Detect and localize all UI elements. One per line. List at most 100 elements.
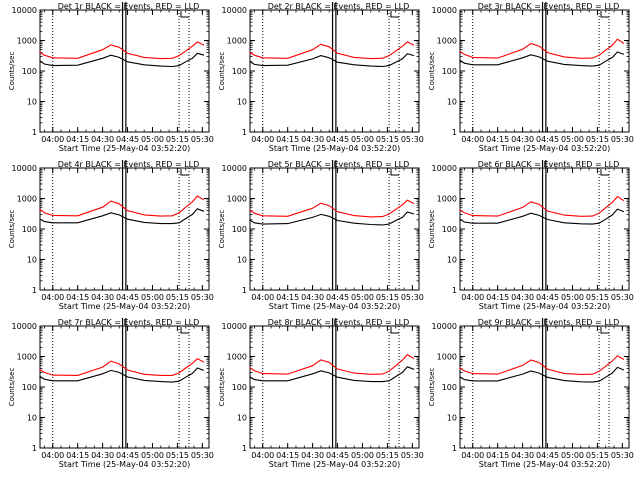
series-events-line — [459, 51, 625, 67]
panel-title: Det 8r BLACK = Events, RED = LLD — [268, 318, 410, 327]
y-axis-label: Counts/sec — [218, 368, 226, 407]
panel-title: Det 1r BLACK = Events, RED = LLD — [58, 2, 200, 11]
plot-frame — [39, 167, 210, 291]
x-axis-label: Start Time (25-May-04 03:52:20) — [59, 144, 190, 153]
x-tick-label: 04:00 — [41, 293, 64, 302]
x-tick-label: 05:15 — [166, 451, 189, 460]
y-tick-label: 10 — [237, 256, 247, 265]
x-tick-label: 05:15 — [376, 135, 399, 144]
x-tick-label: 04:15 — [66, 135, 89, 144]
x-tick-label: 04:30 — [511, 451, 534, 460]
panel-det-2: Det 2r BLACK = Events, RED = LLD 1 10 100 10… — [218, 2, 424, 153]
y-tick-label: 1 — [242, 128, 247, 137]
plot-frame — [249, 167, 420, 291]
y-tick-label: 100 — [232, 67, 247, 76]
series-lld-line — [459, 38, 625, 59]
y-tick-label: 10 — [447, 98, 457, 107]
corner-marker — [180, 327, 189, 334]
y-tick-label: 10 — [237, 98, 247, 107]
x-tick-label: 05:15 — [166, 293, 189, 302]
x-tick-label: 04:45 — [536, 135, 559, 144]
series-events-line — [249, 53, 415, 68]
y-tick-label: 100 — [22, 67, 37, 76]
x-tick-label: 04:00 — [251, 293, 274, 302]
x-tick-label: 04:45 — [536, 451, 559, 460]
y-tick-label: 1 — [242, 286, 247, 295]
y-axis-label: Counts/sec — [8, 368, 16, 407]
panel-det-8: Det 8r BLACK = Events, RED = LLD 1 10 100 10… — [218, 318, 424, 469]
corner-marker — [180, 11, 189, 18]
x-tick-label: 05:15 — [586, 135, 609, 144]
y-tick-label: 10 — [27, 256, 37, 265]
panel-title: Det 9r BLACK = Events, RED = LLD — [478, 318, 620, 327]
plot-frame — [249, 325, 420, 449]
x-tick-label: 05:30 — [611, 293, 634, 302]
y-tick-label: 100 — [232, 383, 247, 392]
y-tick-label: 10000 — [432, 164, 457, 173]
y-tick-label: 100 — [22, 225, 37, 234]
x-tick-label: 04:15 — [486, 135, 509, 144]
x-axis-label: Start Time (25-May-04 03:52:20) — [479, 460, 610, 469]
y-tick-label: 1 — [452, 286, 457, 295]
y-tick-label: 10000 — [12, 322, 37, 331]
y-tick-label: 1000 — [437, 37, 457, 46]
corner-marker — [600, 11, 609, 18]
x-tick-label: 05:15 — [586, 451, 609, 460]
corner-marker — [390, 169, 399, 176]
plot-frame — [39, 9, 210, 133]
y-tick-label: 100 — [442, 67, 457, 76]
y-tick-label: 1000 — [227, 37, 247, 46]
y-tick-label: 10 — [27, 414, 37, 423]
y-axis-label: Counts/sec — [218, 52, 226, 91]
panel-det-7: Det 7r BLACK = Events, RED = LLD 1 10 100 10… — [8, 318, 214, 469]
x-tick-label: 04:30 — [91, 451, 114, 460]
series-lld-line — [249, 199, 415, 218]
series-lld-line — [249, 353, 415, 375]
x-tick-label: 04:45 — [326, 293, 349, 302]
x-tick-label: 05:30 — [191, 451, 214, 460]
y-tick-label: 1 — [32, 128, 37, 137]
panel-title: Det 4r BLACK = Events, RED = LLD — [58, 160, 200, 169]
x-tick-label: 05:00 — [561, 293, 584, 302]
y-axis-label: Counts/sec — [428, 368, 436, 407]
y-tick-label: 1000 — [17, 195, 37, 204]
x-tick-label: 05:15 — [166, 135, 189, 144]
y-tick-label: 100 — [442, 383, 457, 392]
panel-title: Det 3r BLACK = Events, RED = LLD — [478, 2, 620, 11]
series-lld-line — [459, 355, 625, 375]
y-tick-label: 1 — [32, 286, 37, 295]
panel-det-9: Det 9r BLACK = Events, RED = LLD 1 10 100 10… — [428, 318, 634, 469]
y-tick-label: 100 — [442, 225, 457, 234]
x-tick-label: 04:15 — [486, 293, 509, 302]
y-tick-label: 1 — [452, 128, 457, 137]
x-tick-label: 05:15 — [586, 293, 609, 302]
panel-title: Det 7r BLACK = Events, RED = LLD — [58, 318, 200, 327]
x-tick-label: 05:00 — [141, 451, 164, 460]
series-events-line — [39, 367, 205, 383]
series-events-line — [39, 52, 205, 68]
panel-det-4: Det 4r BLACK = Events, RED = LLD 1 10 100 10… — [8, 160, 214, 311]
y-tick-label: 10000 — [222, 6, 247, 15]
x-tick-label: 04:00 — [251, 135, 274, 144]
x-tick-label: 05:30 — [191, 293, 214, 302]
x-tick-label: 04:00 — [251, 451, 274, 460]
x-tick-label: 05:15 — [376, 451, 399, 460]
plot-frame — [39, 325, 210, 449]
series-lld-line — [249, 41, 415, 60]
x-tick-label: 04:45 — [116, 293, 139, 302]
x-tick-label: 04:00 — [461, 451, 484, 460]
x-tick-label: 04:15 — [276, 135, 299, 144]
x-tick-label: 04:45 — [536, 293, 559, 302]
series-events-line — [459, 208, 625, 225]
y-tick-label: 1000 — [227, 195, 247, 204]
x-axis-label: Start Time (25-May-04 03:52:20) — [269, 144, 400, 153]
x-axis-label: Start Time (25-May-04 03:52:20) — [269, 302, 400, 311]
x-tick-label: 05:15 — [376, 293, 399, 302]
x-tick-label: 05:30 — [401, 293, 424, 302]
x-tick-label: 05:00 — [561, 135, 584, 144]
plot-frame — [459, 167, 630, 291]
y-tick-label: 1000 — [17, 37, 37, 46]
x-tick-label: 04:15 — [276, 451, 299, 460]
y-tick-label: 10 — [27, 98, 37, 107]
series-events-line — [249, 366, 415, 383]
